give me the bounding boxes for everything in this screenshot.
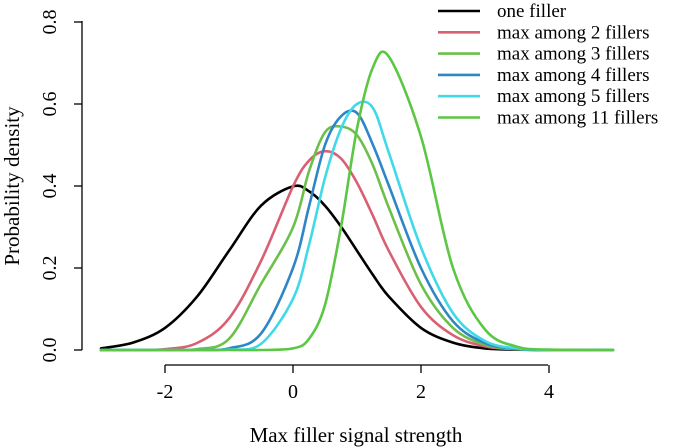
legend-label: one filler (497, 1, 567, 22)
series-line-5 (99, 100, 615, 352)
legend-label: max among 2 fillers (497, 22, 650, 43)
x-axis-label: Max filler signal strength (250, 423, 463, 447)
series-line-2 (99, 149, 615, 352)
y-tick-label: 0.0 (39, 338, 61, 363)
x-tick-label: 2 (416, 381, 426, 403)
axes (81, 21, 548, 366)
legend-label: max among 3 fillers (497, 44, 650, 65)
y-axis-label: Probability density (0, 106, 24, 266)
y-ticks: 0.0 0.2 0.4 0.6 0.8 (39, 10, 82, 363)
y-tick-label: 0.6 (39, 92, 61, 117)
x-tick-label: 0 (288, 381, 298, 403)
series-line-4 (99, 109, 615, 352)
y-tick-label: 0.2 (39, 256, 61, 281)
legend-label: max among 5 fillers (497, 86, 650, 107)
series-lines (99, 50, 615, 352)
legend-label: max among 11 fillers (497, 108, 658, 129)
x-tick-label: -2 (157, 381, 174, 403)
legend-label: max among 4 fillers (497, 65, 650, 86)
x-tick-label: 4 (544, 381, 554, 403)
series-line-6 (99, 50, 615, 352)
y-tick-label: 0.8 (39, 10, 61, 35)
y-tick-label: 0.4 (39, 174, 61, 199)
x-ticks: -2 0 2 4 (157, 365, 554, 403)
series-line-1 (99, 184, 615, 352)
